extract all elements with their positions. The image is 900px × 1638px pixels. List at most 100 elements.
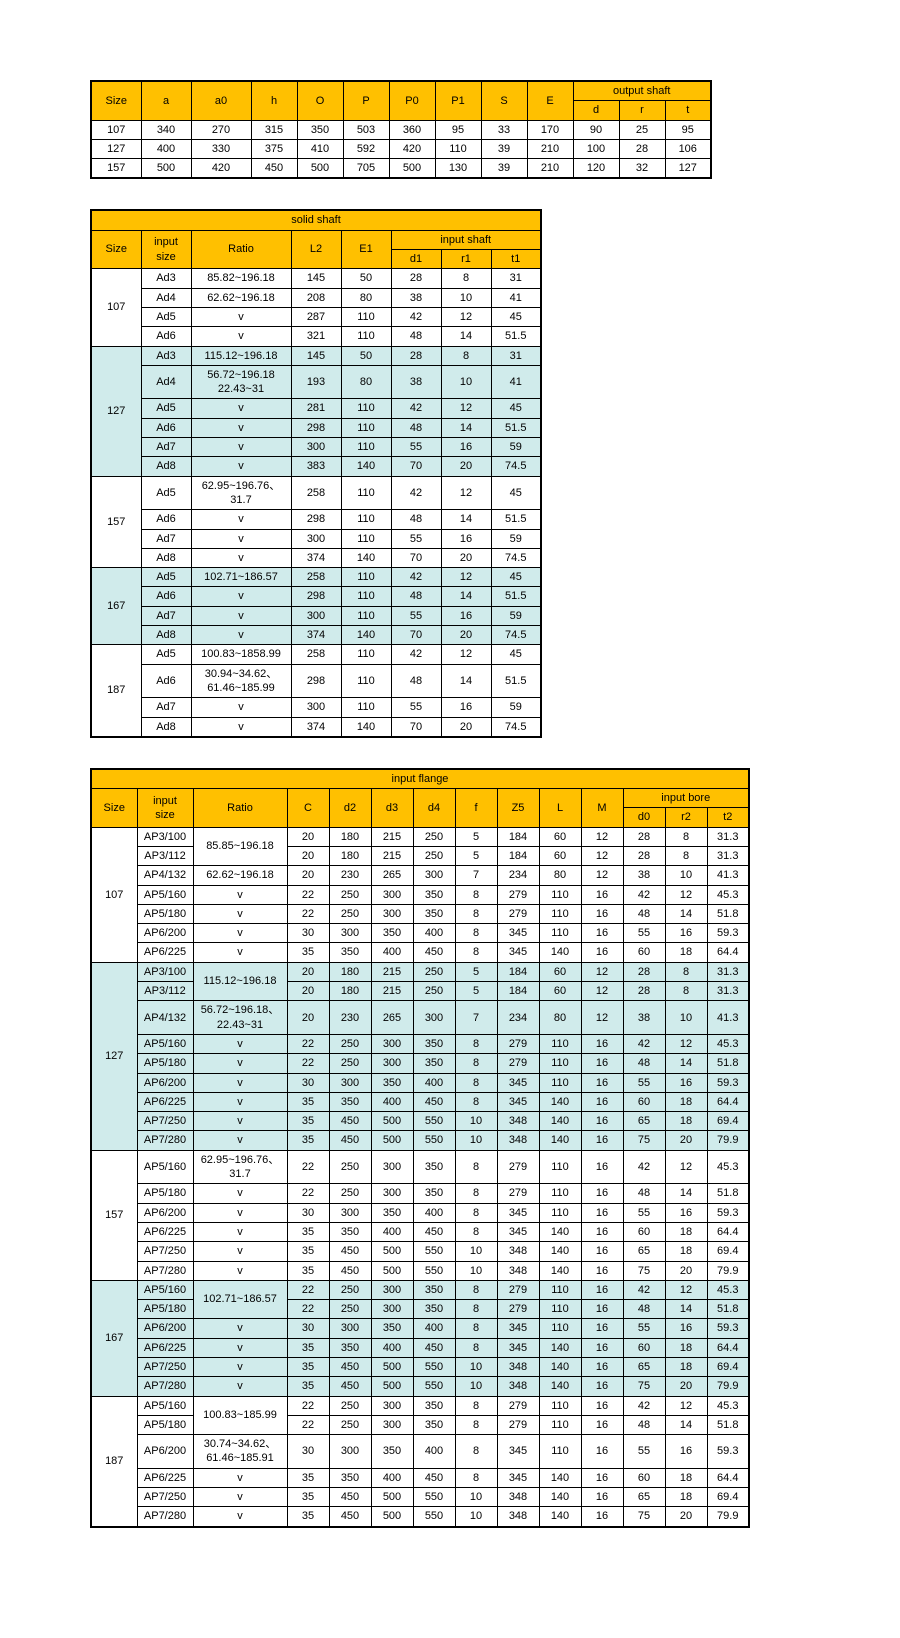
table-row: AP6/200v30300350400834511016551659.3 — [91, 1319, 749, 1338]
cell: 450 — [251, 159, 297, 179]
cell: 298 — [291, 587, 341, 606]
cell: 16 — [581, 1338, 623, 1357]
table-row: AP5/18022250300350827911016481451.8 — [91, 1415, 749, 1434]
cell-ratio: 85.85~196.18 — [193, 827, 287, 866]
cell: 184 — [497, 827, 539, 846]
table-row: 1274003303754105924201103921010028106 — [91, 139, 711, 158]
cell: v — [193, 904, 287, 923]
cell: 350 — [297, 120, 343, 139]
cell: 48 — [391, 587, 441, 606]
cell: AP5/160 — [137, 885, 193, 904]
cell: AP5/160 — [137, 1150, 193, 1184]
cell: 32 — [619, 159, 665, 179]
cell: 279 — [497, 904, 539, 923]
cell: 10 — [455, 1358, 497, 1377]
cell: AP4/132 — [137, 866, 193, 885]
cell: 16 — [581, 1242, 623, 1261]
cell: 210 — [527, 139, 573, 158]
cell-ratio: 102.71~186.57 — [193, 1280, 287, 1319]
cell: 12 — [581, 866, 623, 885]
cell: 258 — [291, 645, 341, 664]
table-row: Ad462.62~196.1820880381041 — [91, 288, 541, 307]
cell: Ad6 — [141, 327, 191, 346]
cell: 14 — [665, 904, 707, 923]
cell: 18 — [665, 1242, 707, 1261]
cell: 450 — [329, 1131, 371, 1150]
cell: 180 — [329, 982, 371, 1001]
cell: 110 — [341, 476, 391, 510]
cell: 110 — [539, 885, 581, 904]
cell: 250 — [329, 885, 371, 904]
cell: 350 — [413, 1280, 455, 1299]
cell: 59.3 — [707, 1073, 749, 1092]
cell: 16 — [665, 1435, 707, 1469]
cell: Ad7 — [141, 698, 191, 717]
cell: 39 — [481, 139, 527, 158]
cell: 350 — [413, 1396, 455, 1415]
col-Ratio: Ratio — [193, 789, 287, 828]
cell: v — [193, 1261, 287, 1280]
cell: 115.12~196.18 — [191, 346, 291, 365]
table-row: Ad6v298110481451.5 — [91, 587, 541, 606]
cell: 110 — [539, 1184, 581, 1203]
cell-ratio: 100.83~185.99 — [193, 1396, 287, 1435]
cell: 345 — [497, 924, 539, 943]
cell: 140 — [341, 717, 391, 737]
cell: 69.4 — [707, 1488, 749, 1507]
col-O: O — [297, 81, 343, 120]
cell: 28 — [391, 346, 441, 365]
cell: 95 — [435, 120, 481, 139]
cell: 16 — [581, 1203, 623, 1222]
col-f: f — [455, 789, 497, 828]
col-Size: Size — [91, 789, 137, 828]
cell: 25 — [619, 120, 665, 139]
cell: 8 — [455, 1073, 497, 1092]
cell: 55 — [623, 1073, 665, 1092]
cell: 64.4 — [707, 1338, 749, 1357]
cell: v — [193, 1488, 287, 1507]
cell: 110 — [539, 1034, 581, 1053]
cell: 90 — [573, 120, 619, 139]
table-row: 1073402703153505033609533170902595 — [91, 120, 711, 139]
cell: 550 — [413, 1112, 455, 1131]
cell: 31 — [491, 346, 541, 365]
cell: AP6/200 — [137, 1073, 193, 1092]
cell: 16 — [581, 1507, 623, 1527]
cell: 16 — [581, 1319, 623, 1338]
cell: 184 — [497, 846, 539, 865]
cell: 250 — [329, 1184, 371, 1203]
cell: 45 — [491, 399, 541, 418]
subcol-r: r — [619, 101, 665, 120]
cell: 140 — [539, 1261, 581, 1280]
cell: 35 — [287, 1222, 329, 1241]
col-d2: d2 — [329, 789, 371, 828]
col-L: L — [539, 789, 581, 828]
cell: 16 — [581, 943, 623, 962]
cell: 215 — [371, 982, 413, 1001]
cell: 500 — [371, 1112, 413, 1131]
table-row: AP5/180v22250300350827911016481451.8 — [91, 904, 749, 923]
cell: 145 — [291, 346, 341, 365]
cell: 250 — [413, 846, 455, 865]
cell: 41.3 — [707, 1001, 749, 1035]
cell: 345 — [497, 1092, 539, 1111]
cell: 10 — [455, 1261, 497, 1280]
cell: 80 — [341, 288, 391, 307]
cell: 30 — [287, 1203, 329, 1222]
cell: 348 — [497, 1507, 539, 1527]
cell: 110 — [341, 510, 391, 529]
cell: 258 — [291, 476, 341, 510]
cell: 400 — [371, 1222, 413, 1241]
subcol-d1: d1 — [391, 250, 441, 269]
cell: 208 — [291, 288, 341, 307]
cell: Ad8 — [141, 548, 191, 567]
col-input-size: inputsize — [141, 230, 191, 269]
cell: AP5/160 — [137, 1280, 193, 1299]
cell: AP7/250 — [137, 1242, 193, 1261]
cell: 102.71~186.57 — [191, 568, 291, 587]
cell: 110 — [435, 139, 481, 158]
cell: 48 — [391, 510, 441, 529]
cell: 210 — [527, 159, 573, 179]
cell: 300 — [291, 606, 341, 625]
cell: 550 — [413, 1488, 455, 1507]
